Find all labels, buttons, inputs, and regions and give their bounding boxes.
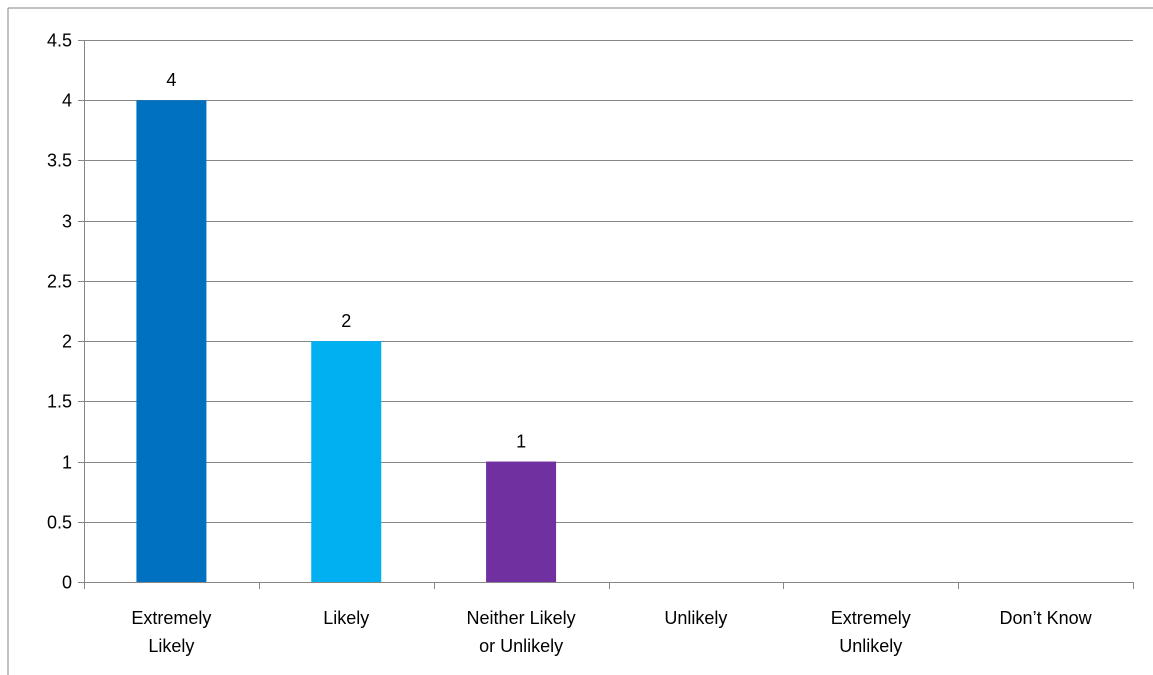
bars <box>136 100 557 582</box>
bar <box>136 100 207 582</box>
x-category-label: Unlikely <box>839 636 902 656</box>
y-tick-label: 4 <box>62 91 72 111</box>
axes <box>78 40 1134 589</box>
y-tick-label: 1.5 <box>47 392 72 412</box>
y-tick-label: 2 <box>62 332 72 352</box>
y-tick-label: 3.5 <box>47 151 72 171</box>
x-category-label: Neither Likely <box>467 608 576 628</box>
y-tick-label: 2.5 <box>47 272 72 292</box>
y-tick-label: 3 <box>62 212 72 232</box>
gridlines <box>84 40 1133 523</box>
x-category-label: Don’t Know <box>1000 608 1093 628</box>
bar <box>486 461 557 582</box>
x-category-label: or Unlikely <box>479 636 563 656</box>
x-category-label: Likely <box>148 636 194 656</box>
bar <box>311 341 382 582</box>
x-category-label: Extremely <box>831 608 911 628</box>
y-tick-label: 0.5 <box>47 513 72 533</box>
x-category-label: Extremely <box>131 608 211 628</box>
x-category-label: Unlikely <box>664 608 727 628</box>
y-tick-label: 4.5 <box>47 31 72 51</box>
data-label: 1 <box>516 432 526 452</box>
data-label: 4 <box>166 70 176 90</box>
y-tick-label: 0 <box>62 573 72 593</box>
x-category-label: Likely <box>323 608 369 628</box>
data-label: 2 <box>341 311 351 331</box>
labels: 0 0.5 1 1.5 2 2.5 3 3.5 4 4.5 4 Extremely Likely 2 Lik… <box>47 31 1093 657</box>
y-tick-label: 1 <box>62 453 72 473</box>
